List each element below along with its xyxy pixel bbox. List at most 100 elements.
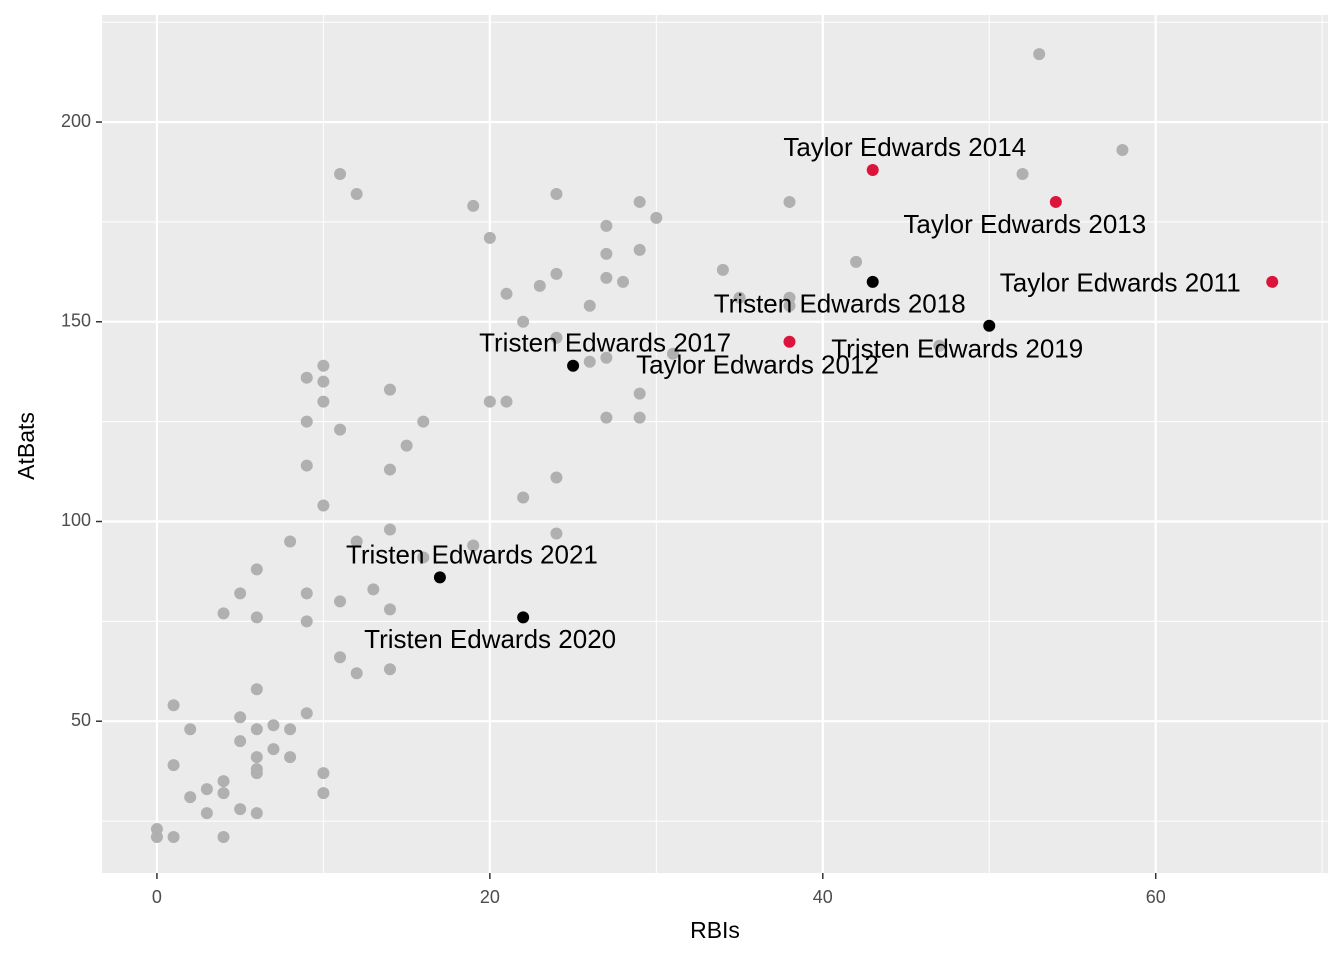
point bbox=[217, 607, 230, 620]
x-tick-label: 40 bbox=[813, 887, 833, 907]
point bbox=[600, 247, 613, 260]
point bbox=[733, 291, 746, 304]
point bbox=[317, 767, 330, 780]
point-label: Taylor Edwards 2012 bbox=[636, 350, 879, 380]
point bbox=[350, 667, 363, 680]
point bbox=[783, 299, 796, 312]
point bbox=[417, 415, 430, 428]
point bbox=[300, 459, 313, 472]
point-label: Taylor Edwards 2014 bbox=[783, 132, 1026, 162]
point bbox=[234, 587, 247, 600]
point-label: Tristen Edwards 2021 bbox=[346, 539, 598, 569]
point bbox=[317, 787, 330, 800]
point bbox=[267, 719, 280, 732]
point bbox=[583, 355, 596, 368]
point bbox=[250, 563, 263, 576]
point bbox=[367, 583, 380, 596]
point bbox=[600, 351, 613, 364]
point bbox=[550, 471, 563, 484]
point bbox=[284, 723, 297, 736]
point bbox=[467, 199, 480, 212]
point bbox=[317, 395, 330, 408]
point bbox=[666, 347, 679, 360]
point bbox=[467, 539, 480, 552]
point bbox=[650, 211, 663, 224]
point bbox=[167, 831, 180, 844]
point bbox=[383, 463, 396, 476]
y-tick-label: 50 bbox=[71, 710, 91, 730]
point bbox=[617, 275, 630, 288]
point bbox=[583, 299, 596, 312]
point bbox=[783, 335, 796, 348]
point bbox=[783, 195, 796, 208]
point bbox=[633, 387, 646, 400]
point bbox=[550, 527, 563, 540]
point bbox=[300, 371, 313, 384]
point bbox=[533, 279, 546, 292]
point bbox=[150, 831, 163, 844]
point bbox=[250, 751, 263, 764]
point-label: Tristen Edwards 2019 bbox=[831, 334, 1083, 364]
point bbox=[483, 395, 496, 408]
point bbox=[250, 767, 263, 780]
point bbox=[1016, 167, 1029, 180]
point bbox=[550, 187, 563, 200]
point bbox=[267, 743, 280, 756]
x-axis-title: RBIs bbox=[690, 917, 740, 943]
point bbox=[1049, 195, 1062, 208]
y-axis-title: AtBats bbox=[13, 412, 39, 480]
point bbox=[234, 735, 247, 748]
point bbox=[517, 491, 530, 504]
point bbox=[200, 783, 213, 796]
point bbox=[250, 683, 263, 696]
point bbox=[334, 167, 347, 180]
point-label: Taylor Edwards 2011 bbox=[1000, 268, 1241, 298]
y-tick-label: 200 bbox=[61, 111, 91, 131]
point bbox=[300, 707, 313, 720]
point bbox=[284, 535, 297, 548]
point bbox=[600, 219, 613, 232]
point bbox=[600, 271, 613, 284]
point-label: Tristen Edwards 2020 bbox=[364, 624, 616, 654]
point bbox=[167, 699, 180, 712]
point bbox=[300, 615, 313, 628]
point bbox=[383, 603, 396, 616]
point bbox=[184, 723, 197, 736]
point bbox=[500, 395, 513, 408]
point bbox=[1116, 144, 1129, 157]
point bbox=[200, 807, 213, 820]
point bbox=[350, 535, 363, 548]
point bbox=[217, 787, 230, 800]
point bbox=[217, 775, 230, 788]
point bbox=[317, 359, 330, 372]
point bbox=[850, 255, 863, 268]
point bbox=[1033, 48, 1046, 61]
point-label: Tristen Edwards 2017 bbox=[479, 328, 731, 358]
point bbox=[184, 791, 197, 804]
point bbox=[334, 423, 347, 436]
point bbox=[550, 267, 563, 280]
point bbox=[350, 187, 363, 200]
point bbox=[417, 551, 430, 564]
point bbox=[633, 411, 646, 424]
point bbox=[500, 287, 513, 300]
panel bbox=[102, 15, 1328, 873]
point bbox=[250, 611, 263, 624]
point bbox=[517, 611, 530, 624]
point bbox=[567, 359, 580, 372]
x-tick-label: 20 bbox=[480, 887, 500, 907]
point bbox=[250, 807, 263, 820]
point bbox=[866, 275, 879, 288]
point bbox=[716, 263, 729, 276]
point bbox=[1266, 275, 1279, 288]
point-label: Tristen Edwards 2018 bbox=[714, 289, 966, 319]
point bbox=[517, 315, 530, 328]
point bbox=[600, 411, 613, 424]
point bbox=[300, 587, 313, 600]
y-tick-label: 150 bbox=[61, 311, 91, 331]
point bbox=[317, 375, 330, 388]
point bbox=[300, 415, 313, 428]
point bbox=[633, 195, 646, 208]
point bbox=[383, 663, 396, 676]
